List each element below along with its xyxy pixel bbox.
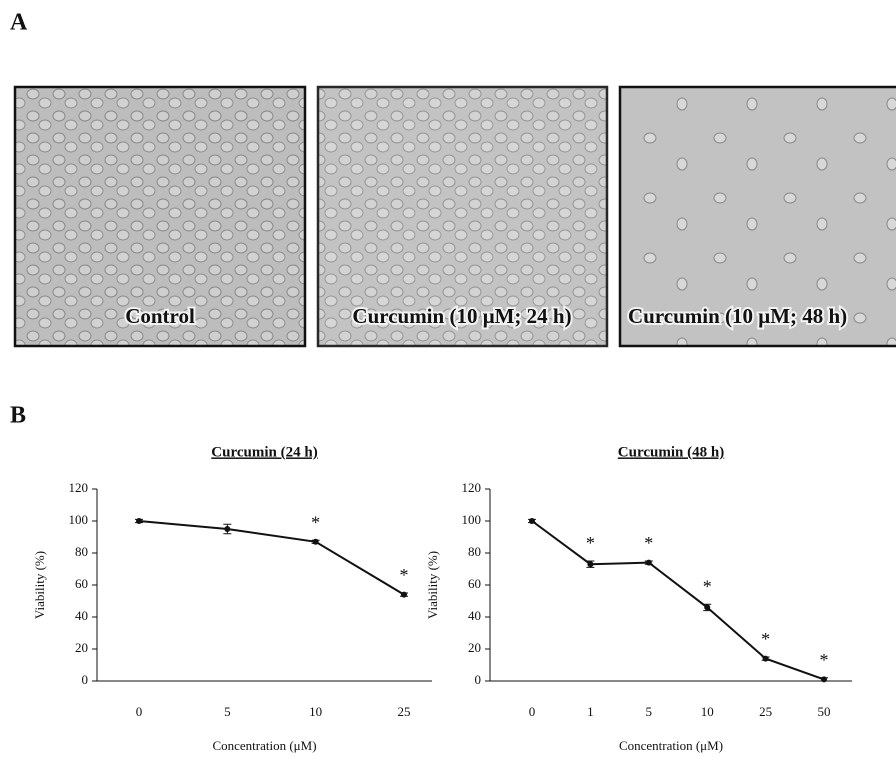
chart-title: Curcumin (24 h) [211, 444, 317, 460]
y-tick-label: 120 [462, 480, 482, 495]
data-point [645, 559, 652, 566]
data-point [704, 604, 711, 611]
data-point [762, 655, 769, 662]
data-point [401, 591, 407, 598]
data-line [138, 520, 405, 596]
y-tick-label: 100 [462, 512, 482, 527]
x-tick-label: 10 [701, 704, 714, 719]
x-axis-label: Concentration (μM) [619, 738, 723, 753]
significance-marker: * [311, 512, 320, 532]
y-tick-label: 60 [75, 576, 88, 591]
y-tick-label: 40 [75, 608, 88, 623]
y-tick-label: 40 [468, 608, 481, 623]
y-tick-label: 60 [468, 576, 481, 591]
x-tick-label: 25 [398, 704, 411, 719]
data-point [312, 538, 319, 545]
y-tick-label: 0 [82, 672, 89, 687]
panel-label: B [10, 403, 26, 429]
y-tick-label: 80 [468, 544, 481, 559]
data-point [529, 518, 535, 524]
y-tick-label: 80 [75, 544, 88, 559]
chart-title: Curcumin (48 h) [618, 444, 724, 460]
x-axis-label: Concentration (μM) [212, 738, 316, 753]
x-tick-label: 25 [759, 704, 772, 719]
significance-marker: * [820, 650, 829, 670]
x-tick-label: 5 [646, 704, 653, 719]
micrograph [13, 85, 307, 348]
image-caption: Control [125, 304, 195, 328]
y-axis-label: Viability (%) [425, 551, 440, 619]
panel-label: A [10, 10, 28, 36]
x-tick-label: 0 [529, 704, 536, 719]
y-tick-label: 20 [75, 640, 88, 655]
significance-marker: * [586, 533, 595, 553]
significance-marker: * [400, 565, 409, 585]
x-tick-label: 1 [587, 704, 594, 719]
image-caption: Curcumin (10 μM; 24 h) [352, 304, 571, 328]
micrograph [618, 85, 896, 348]
data-point [821, 676, 827, 683]
data-point [587, 561, 594, 568]
y-tick-label: 100 [69, 512, 89, 527]
x-tick-label: 0 [136, 704, 143, 719]
x-tick-label: 50 [818, 704, 831, 719]
data-line [531, 520, 825, 681]
y-tick-label: 0 [475, 672, 482, 687]
micrograph [316, 85, 609, 348]
y-tick-label: 120 [69, 480, 89, 495]
y-tick-label: 20 [468, 640, 481, 655]
significance-marker: * [761, 629, 770, 649]
significance-marker: * [644, 533, 653, 553]
y-axis-label: Viability (%) [32, 551, 47, 619]
significance-marker: * [703, 576, 712, 596]
image-caption: Curcumin (10 μM; 48 h) [628, 304, 847, 328]
x-tick-label: 10 [309, 704, 322, 719]
x-tick-label: 5 [224, 704, 231, 719]
data-point [224, 526, 231, 532]
data-point [136, 518, 142, 524]
